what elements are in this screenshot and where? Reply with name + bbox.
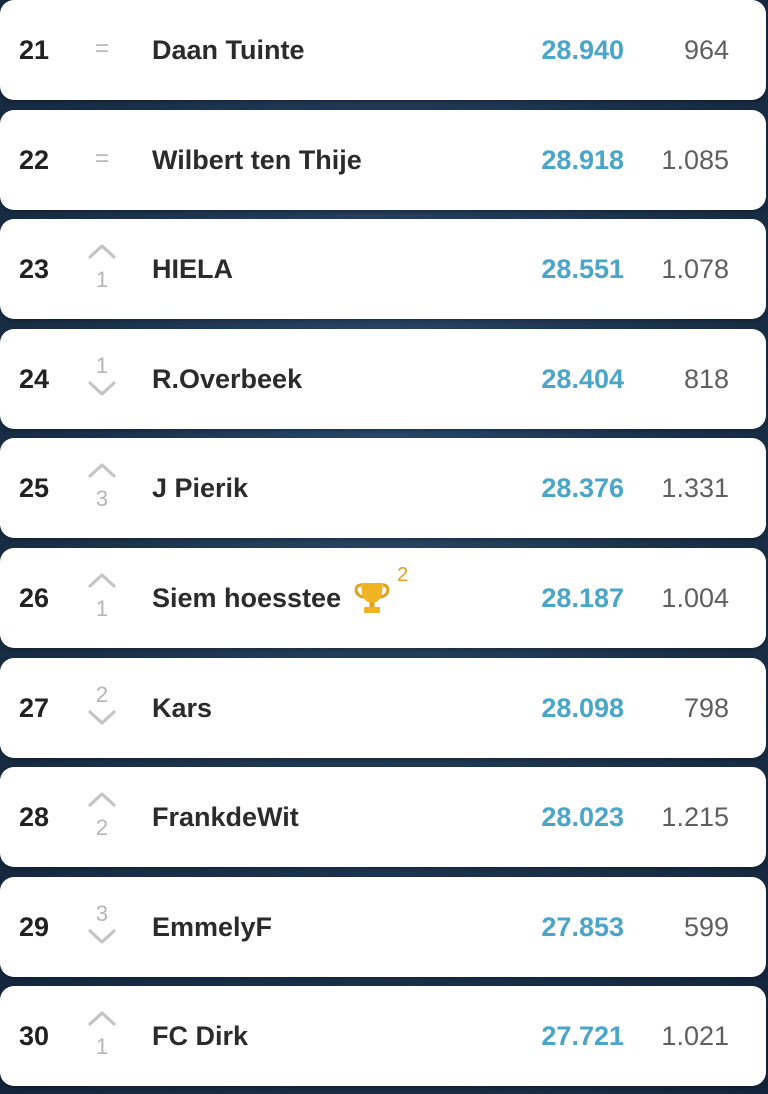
movement-down: 3 bbox=[80, 877, 124, 977]
player-extra-value: 599 bbox=[683, 912, 729, 942]
chevron-up-icon bbox=[88, 244, 116, 259]
player-score: 28.023 bbox=[541, 802, 624, 832]
player-name[interactable]: HIELA bbox=[152, 254, 233, 284]
movement-up: 3 bbox=[80, 438, 124, 538]
movement-down: 2 bbox=[80, 658, 124, 758]
player-score: 27.853 bbox=[541, 912, 624, 942]
rank-number: 29 bbox=[19, 912, 50, 942]
player-extra-value: 1.004 bbox=[661, 583, 729, 613]
rank-number: 26 bbox=[19, 583, 50, 613]
chevron-up-icon bbox=[88, 792, 116, 807]
rank-number: 23 bbox=[19, 254, 50, 284]
player-score: 28.940 bbox=[541, 35, 624, 65]
player-name[interactable]: Kars bbox=[152, 693, 213, 723]
ranking-row[interactable]: 24 1 R.Overbeek 28.404 818 bbox=[0, 329, 766, 429]
movement-up: 1 bbox=[80, 986, 124, 1086]
player-score: 27.721 bbox=[541, 1021, 624, 1051]
player-name[interactable]: Wilbert ten Thije bbox=[152, 145, 362, 175]
ranking-row[interactable]: 29 3 EmmelyF 27.853 599 bbox=[0, 877, 766, 977]
player-score: 28.404 bbox=[541, 364, 624, 394]
rank-number: 25 bbox=[19, 473, 50, 503]
trophy-icon bbox=[354, 582, 390, 613]
movement-count: 3 bbox=[95, 901, 109, 926]
movement-count: 1 bbox=[95, 1034, 109, 1059]
player-extra-value: 964 bbox=[683, 35, 729, 65]
movement-unchanged-icon: = bbox=[94, 35, 109, 62]
movement-up: 1 bbox=[80, 219, 124, 319]
player-extra-value: 798 bbox=[683, 693, 729, 723]
player-extra-value: 818 bbox=[683, 364, 729, 394]
ranking-row[interactable]: 21 = Daan Tuinte 28.940 964 bbox=[0, 0, 766, 100]
movement-unchanged-icon: = bbox=[94, 145, 109, 172]
player-extra-value: 1.021 bbox=[661, 1021, 729, 1051]
rank-number: 24 bbox=[19, 364, 50, 394]
chevron-up-icon bbox=[88, 1011, 116, 1026]
player-score: 28.376 bbox=[541, 473, 624, 503]
rank-number: 22 bbox=[19, 145, 50, 175]
ranking-row[interactable]: 26 1 Siem hoesstee 2 28.187 1.004 bbox=[0, 548, 766, 648]
ranking-row[interactable]: 23 1 HIELA 28.551 1.078 bbox=[0, 219, 766, 319]
player-name[interactable]: FC Dirk bbox=[152, 1021, 249, 1051]
ranking-row[interactable]: 22 = Wilbert ten Thije 28.918 1.085 bbox=[0, 110, 766, 210]
chevron-down-icon bbox=[88, 710, 116, 725]
player-name[interactable]: R.Overbeek bbox=[152, 364, 303, 394]
player-extra-value: 1.078 bbox=[661, 254, 729, 284]
ranking-row[interactable]: 25 3 J Pierik 28.376 1.331 bbox=[0, 438, 766, 538]
movement-count: 2 bbox=[95, 815, 109, 840]
player-name: Siem hoesstee bbox=[152, 583, 342, 613]
ranking-row[interactable]: 27 2 Kars 28.098 798 bbox=[0, 658, 766, 758]
player-name-with-badge[interactable]: Siem hoesstee 2 bbox=[152, 548, 408, 648]
trophy-badge: 2 bbox=[353, 564, 408, 615]
player-score: 28.098 bbox=[541, 693, 624, 723]
rank-number: 30 bbox=[19, 1021, 50, 1051]
rank-number: 28 bbox=[19, 802, 50, 832]
player-score: 28.918 bbox=[541, 145, 624, 175]
movement-count: 2 bbox=[95, 682, 109, 707]
trophy-count: 2 bbox=[397, 563, 409, 586]
player-score: 28.187 bbox=[541, 583, 624, 613]
chevron-down-icon bbox=[88, 381, 116, 396]
movement-count: 3 bbox=[95, 486, 109, 511]
ranking-row[interactable]: 28 2 FrankdeWit 28.023 1.215 bbox=[0, 767, 766, 867]
movement-count: 1 bbox=[95, 596, 109, 621]
player-extra-value: 1.085 bbox=[661, 145, 729, 175]
movement-count: 1 bbox=[95, 353, 109, 378]
movement-count: 1 bbox=[95, 267, 109, 292]
player-extra-value: 1.331 bbox=[661, 473, 729, 503]
rank-number: 27 bbox=[19, 693, 50, 723]
movement-down: 1 bbox=[80, 329, 124, 429]
chevron-down-icon bbox=[88, 929, 116, 944]
player-name[interactable]: Daan Tuinte bbox=[152, 35, 305, 65]
player-name[interactable]: J Pierik bbox=[152, 473, 249, 503]
player-extra-value: 1.215 bbox=[661, 802, 729, 832]
rank-number: 21 bbox=[19, 35, 50, 65]
chevron-up-icon bbox=[88, 463, 116, 478]
player-name[interactable]: EmmelyF bbox=[152, 912, 273, 942]
movement-up: 1 bbox=[80, 548, 124, 648]
chevron-up-icon bbox=[88, 573, 116, 588]
player-score: 28.551 bbox=[541, 254, 624, 284]
movement-up: 2 bbox=[80, 767, 124, 867]
player-name[interactable]: FrankdeWit bbox=[152, 802, 299, 832]
ranking-row[interactable]: 30 1 FC Dirk 27.721 1.021 bbox=[0, 986, 766, 1086]
